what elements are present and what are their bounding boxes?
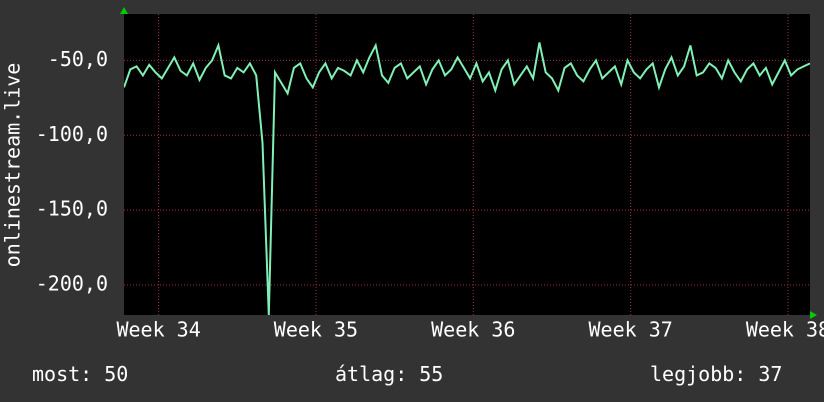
stat-value: 55 bbox=[419, 362, 443, 386]
stat-label: legjobb: bbox=[650, 362, 746, 386]
y-tick-label: -100,0 bbox=[36, 122, 108, 146]
x-tick-label: Week 36 bbox=[431, 318, 515, 342]
stat: most: 50 bbox=[32, 362, 128, 386]
x-tick-label: Week 34 bbox=[116, 318, 200, 342]
stat: legjobb: 37 bbox=[650, 362, 782, 386]
y-axis-label: onlinestream.live bbox=[1, 63, 25, 268]
stat-value: 50 bbox=[104, 362, 128, 386]
x-tick-label: Week 38 bbox=[746, 318, 824, 342]
x-tick-label: Week 37 bbox=[588, 318, 672, 342]
stat-label: átlag: bbox=[335, 362, 407, 386]
stat: átlag: 55 bbox=[335, 362, 443, 386]
x-tick-label: Week 35 bbox=[274, 318, 358, 342]
y-tick-label: -150,0 bbox=[36, 197, 108, 221]
axis-arrow bbox=[120, 7, 128, 14]
axis-arrow bbox=[810, 311, 817, 319]
plot-area bbox=[124, 14, 810, 315]
line bbox=[124, 42, 810, 315]
y-tick-label: -50,0 bbox=[48, 47, 108, 71]
y-tick-label: -200,0 bbox=[36, 272, 108, 296]
stat-label: most: bbox=[32, 362, 92, 386]
stat-value: 37 bbox=[758, 362, 782, 386]
